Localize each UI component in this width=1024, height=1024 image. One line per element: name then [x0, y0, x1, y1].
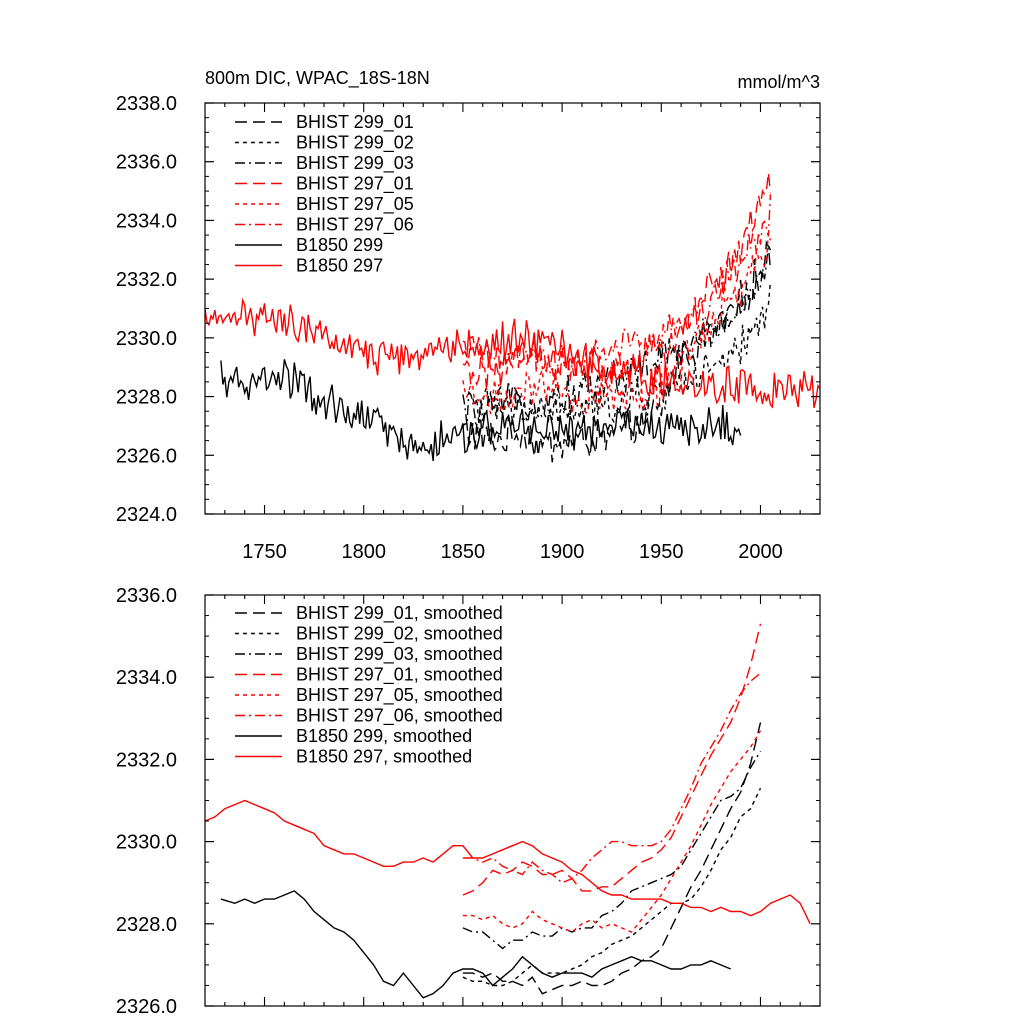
top-ytick-label: 2330.0 — [116, 328, 177, 350]
top-chart-title: 800m DIC, WPAC_18S-18N — [205, 68, 430, 89]
bottom-legend-label: BHIST 297_01, smoothed — [296, 665, 503, 686]
top-series-line-4 — [462, 233, 772, 415]
top-legend-label: BHIST 297_05 — [296, 194, 414, 215]
bottom-ytick-label: 2336.0 — [116, 585, 177, 607]
top-xtick-label: 1950 — [639, 541, 684, 563]
bottom-legend-label: BHIST 299_01, smoothed — [296, 603, 503, 624]
top-ytick-label: 2324.0 — [116, 504, 177, 526]
top-plot-frame — [204, 102, 821, 515]
top-series-line-7 — [204, 297, 821, 409]
bottom-ytick-label: 2334.0 — [116, 667, 177, 689]
bottom-series-line-2 — [462, 750, 762, 950]
top-series-line-6 — [220, 359, 742, 461]
top-ytick-label: 2338.0 — [116, 93, 177, 115]
top-ytick-label: 2336.0 — [116, 152, 177, 174]
top-legend-label: B1850 299 — [296, 235, 383, 255]
top-ytick-label: 2326.0 — [116, 445, 177, 467]
bottom-series-line-3 — [462, 623, 762, 896]
top-ytick-label: 2334.0 — [116, 210, 177, 232]
top-legend-label: BHIST 299_03 — [296, 153, 414, 174]
top-series-line-3 — [462, 172, 772, 392]
bottom-series-line-1 — [462, 787, 762, 987]
top-xtick-label: 1850 — [441, 541, 486, 563]
top-xtick-label: 1750 — [242, 541, 287, 563]
bottom-legend-label: BHIST 297_05, smoothed — [296, 685, 503, 706]
bottom-series-group — [204, 623, 811, 999]
top-legend-label: BHIST 297_06 — [296, 215, 414, 236]
top-legend-label: BHIST 299_02 — [296, 133, 414, 154]
top-xtick-label: 1800 — [341, 541, 386, 563]
bottom-legend-label: BHIST 299_02, smoothed — [296, 624, 503, 645]
bottom-ytick-label: 2330.0 — [116, 832, 177, 854]
bottom-legend-label: B1850 297, smoothed — [296, 747, 472, 767]
top-series-line-5 — [462, 194, 772, 383]
bottom-ytick-label: 2328.0 — [116, 914, 177, 936]
bottom-series-line-6 — [220, 890, 731, 999]
bottom-series-line-5 — [462, 672, 761, 884]
top-legend-label: B1850 297 — [296, 256, 383, 276]
bottom-legend-label: B1850 299, smoothed — [296, 726, 472, 746]
bottom-panel: 2326.0 2328.0 2330.0 2332.0 2334.0 2336.0 BHI… — [116, 585, 821, 1018]
bottom-series-line-4 — [462, 730, 762, 933]
bottom-legend-label: BHIST 299_03, smoothed — [296, 644, 503, 665]
top-ytick-label: 2328.0 — [116, 387, 177, 409]
bottom-axes-group: 2326.0 2328.0 2330.0 2332.0 2334.0 2336.0 — [116, 585, 820, 1018]
bottom-ytick-label: 2326.0 — [116, 996, 177, 1018]
top-series-line-1 — [472, 281, 772, 427]
top-series-line-2 — [462, 244, 772, 433]
bottom-ytick-label: 2332.0 — [116, 749, 177, 771]
top-panel: 800m DIC, WPAC_18S-18N mmol/m^3 2324.023… — [116, 68, 821, 563]
bottom-series-line-7 — [204, 799, 811, 925]
top-legend-label: BHIST 299_01 — [296, 112, 414, 133]
bottom-legend-label: BHIST 297_06, smoothed — [296, 706, 503, 727]
top-series-line-0 — [462, 239, 772, 463]
top-chart-units: mmol/m^3 — [738, 72, 820, 92]
top-xtick-label: 1900 — [540, 541, 585, 563]
top-legend-label: BHIST 297_01 — [296, 174, 414, 195]
top-axes-group: 2324.0 2326.0 2328.0 2330.0 2332.0 2334.0 2336… — [116, 93, 820, 563]
bottom-series-line-0 — [462, 722, 762, 995]
top-xtick-label: 2000 — [738, 541, 783, 563]
top-ytick-label: 2332.0 — [116, 269, 177, 291]
top-series-group — [204, 172, 821, 463]
bottom-plot-frame — [204, 594, 821, 1007]
